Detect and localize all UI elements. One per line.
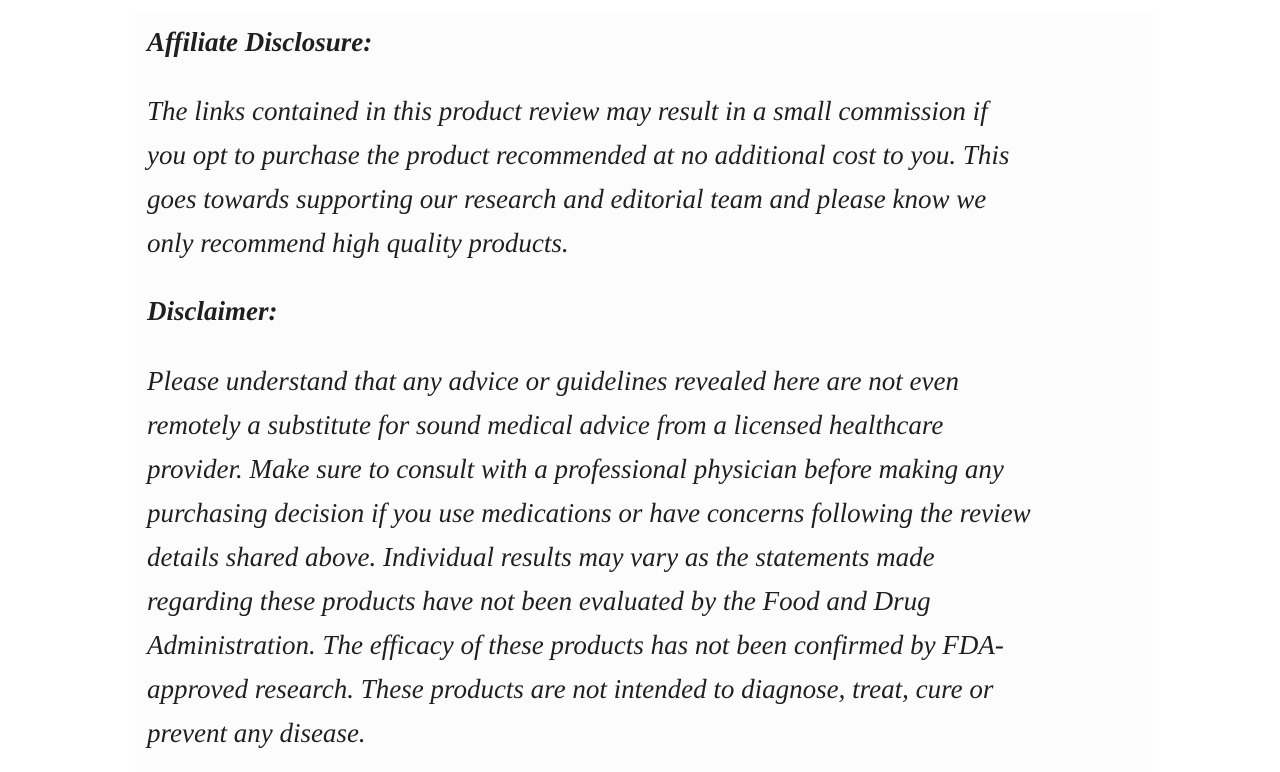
paragraph-line: remotely a substitute for sound medical … [147, 410, 944, 440]
affiliate-disclosure-paragraph: The links contained in this product revi… [147, 89, 1009, 265]
affiliate-disclosure-heading: Affiliate Disclosure: [147, 27, 373, 57]
paragraph-line: only recommend high quality products. [147, 228, 569, 258]
paragraph-line: The links contained in this product revi… [147, 96, 988, 126]
paragraph-line: prevent any disease. [147, 718, 366, 748]
paragraph-line: regarding these products have not been e… [147, 586, 931, 616]
paragraph-line: you opt to purchase the product recommen… [147, 140, 1010, 170]
disclaimer-paragraph: Please understand that any advice or gui… [147, 359, 1031, 755]
disclaimer-heading: Disclaimer: [147, 296, 278, 326]
paragraph-line: Administration. The efficacy of these pr… [147, 630, 1004, 660]
paragraph-line: approved research. These products are no… [147, 674, 994, 704]
paragraph-line: provider. Make sure to consult with a pr… [147, 454, 1004, 484]
disclosure-box [135, 12, 1153, 772]
paragraph-line: goes towards supporting our research and… [147, 184, 987, 214]
paragraph-line: details shared above. Individual results… [147, 542, 935, 572]
paragraph-line: purchasing decision if you use medicatio… [147, 498, 1031, 528]
paragraph-line: Please understand that any advice or gui… [147, 366, 960, 396]
